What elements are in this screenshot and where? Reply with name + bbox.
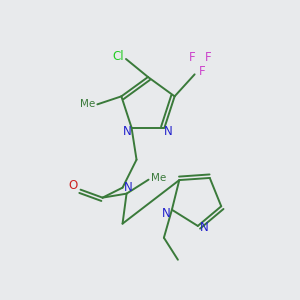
Text: Cl: Cl <box>112 50 124 64</box>
Text: N: N <box>123 125 132 138</box>
Text: N: N <box>164 125 173 138</box>
Text: N: N <box>200 221 208 234</box>
Text: Me: Me <box>80 99 95 109</box>
Text: N: N <box>161 207 170 220</box>
Text: Me: Me <box>151 173 166 183</box>
Text: F: F <box>189 51 196 64</box>
Text: O: O <box>68 179 77 192</box>
Text: F: F <box>205 51 212 64</box>
Text: F: F <box>199 65 206 78</box>
Text: N: N <box>124 181 133 194</box>
